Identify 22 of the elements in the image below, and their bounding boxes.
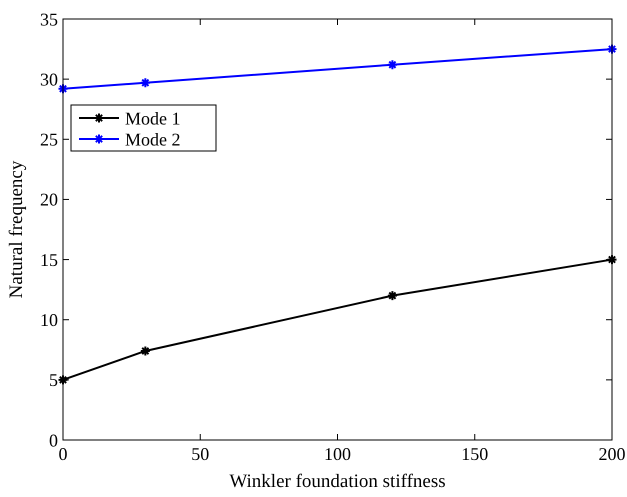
point [58,83,68,94]
y-tick-label: 5 [49,370,58,390]
y-tick-label: 15 [40,250,58,270]
x-tick-label: 200 [598,444,626,464]
x-axis-title: Winkler foundation stiffness [229,471,446,492]
y-tick-label: 10 [40,310,58,330]
x-tick-label: 100 [324,444,351,464]
point [386,290,398,302]
x-tick-label: 150 [461,444,488,464]
y-tick-label: 35 [40,9,58,30]
x-tick-label: 50 [191,444,210,464]
y-tick-label: 0 [49,430,58,450]
y-axis-title: Natural frequency [6,160,27,298]
point [140,345,151,356]
point [386,59,398,70]
point [140,77,151,88]
legend-label: Mode 2 [125,129,180,150]
y-tick-label: 30 [40,69,58,90]
point [606,44,618,55]
y-tick-label: 25 [40,130,58,150]
legend-label: Mode 1 [125,108,180,128]
y-tick-label: 20 [40,190,58,210]
